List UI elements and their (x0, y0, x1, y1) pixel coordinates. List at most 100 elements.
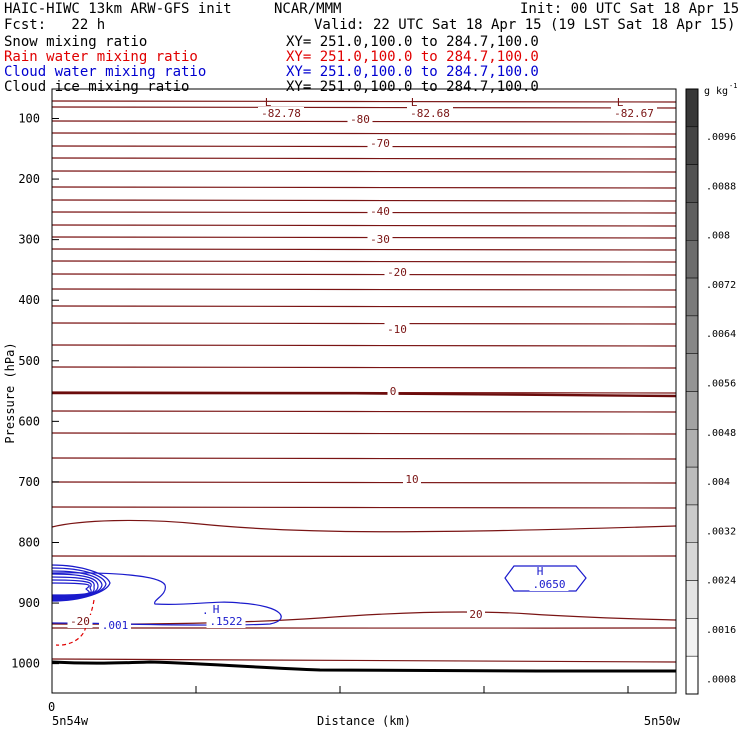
colorbar-tick-label: .0048 (706, 428, 736, 439)
isotherm-label-bg (387, 385, 399, 398)
isotherm-line (51, 506, 677, 509)
y-tick-label: 200 (18, 172, 40, 186)
xy-label-cloud-ice: XY= 251.0,100.0 to 284.7,100.0 (286, 79, 539, 95)
colorbar-cell (685, 618, 699, 657)
low-marker: L (411, 96, 418, 109)
isotherm-line (51, 224, 677, 227)
isotherm-line (51, 186, 677, 189)
colorbar-frame (685, 88, 699, 695)
xy-label-snow: XY= 251.0,100.0 to 284.7,100.0 (286, 34, 539, 50)
isotherm-label: -20 (70, 615, 90, 628)
isotherm-label-bg (67, 615, 93, 628)
cloud-max-value-bg (529, 578, 569, 591)
xy-label-rain: XY= 251.0,100.0 to 284.7,100.0 (286, 49, 539, 65)
isotherm-line (51, 273, 677, 276)
cloud-min-dot: . (202, 604, 209, 617)
isotherm-line (51, 100, 677, 103)
colorbar-cell (685, 202, 699, 241)
colorbar-cell (685, 391, 699, 430)
isotherm-line (51, 611, 677, 625)
low-value-label: -82.78 (261, 107, 301, 120)
chart-annotations: -80-70-40-30-20-1001020-20L-82.78L-82.68… (67, 96, 657, 632)
colorbar-unit: g kg (704, 86, 728, 97)
rain-water-label: .001 (102, 619, 129, 632)
isotherm-line (51, 432, 677, 435)
y-tick-label: 300 (18, 233, 40, 247)
isotherm-line (51, 366, 677, 369)
isotherm-line (51, 519, 677, 533)
colorbar-tick-label: .0096 (706, 132, 736, 143)
field-label-rain: Rain water mixing ratio (4, 49, 198, 65)
isotherm-line (51, 658, 677, 663)
y-tick-label: 900 (18, 596, 40, 610)
isotherm-line (51, 457, 677, 460)
isotherm-line (51, 236, 677, 239)
isotherm-line (51, 305, 677, 308)
isotherm-label: -30 (370, 233, 390, 246)
isotherm-label-bg (367, 205, 393, 218)
colorbar-cell (685, 429, 699, 468)
isotherm-line (51, 288, 677, 291)
colorbar-tick-label: .0088 (706, 181, 736, 192)
isotherm-line (51, 199, 677, 202)
y-tick-label: 1000 (11, 657, 40, 671)
ground-surface-line (51, 660, 677, 673)
isotherm-label: -70 (370, 137, 390, 150)
colorbar-cell (685, 504, 699, 543)
init-time: Init: 00 UTC Sat 18 Apr 15 (520, 1, 740, 17)
isotherm-label: 10 (405, 473, 418, 486)
isotherm-label: -40 (370, 205, 390, 218)
field-label-cloud-water: Cloud water mixing ratio (4, 64, 207, 80)
isotherm-line (51, 157, 677, 160)
x-axis (195, 686, 629, 693)
isotherm-label-bg (403, 473, 421, 486)
cloud-max-marker: H (537, 565, 544, 578)
isotherm-label: -80 (350, 113, 370, 126)
x-axis-label: Distance (km) (317, 714, 411, 728)
x-tick-label-0: 0 (48, 700, 55, 714)
y-tick-label: 100 (18, 112, 40, 126)
isotherm-label-bg (384, 323, 410, 336)
isotherm-label-bg (367, 137, 393, 150)
y-axis: 100 200 300 400 500 600 700 800 900 1000 (11, 112, 59, 671)
xy-label-cloud-water: XY= 251.0,100.0 to 284.7,100.0 (286, 64, 539, 80)
colorbar-cell (685, 88, 699, 128)
run-title: HAIC-HIWC 13km ARW-GFS init (4, 1, 232, 17)
low-marker: L (265, 96, 272, 109)
y-tick-label: 600 (18, 414, 40, 428)
y-tick-label: 700 (18, 475, 40, 489)
forecast-hour: Fcst: 22 h (4, 17, 106, 33)
y-axis-label: Pressure (hPa) (3, 342, 17, 443)
cloud-water-contour (51, 576, 95, 598)
colorbar-tick-label: .0016 (706, 625, 736, 636)
colorbar-cell (685, 240, 699, 279)
rain-water-label-bg (99, 619, 131, 632)
low-value-label: -82.67 (614, 107, 654, 120)
valid-time: Valid: 22 UTC Sat 18 Apr 15 (19 LST Sat … (314, 17, 736, 33)
isotherm-line (51, 344, 677, 347)
low-value-label-bg (407, 107, 453, 120)
isotherm-label: 0 (390, 385, 397, 398)
cloud-water-contour (51, 579, 92, 597)
y-tick-label: 500 (18, 354, 40, 368)
isotherm-line (51, 106, 677, 109)
colorbar-cell (685, 126, 699, 165)
org-label: NCAR/MMM (274, 1, 342, 17)
cloud-water-contour (51, 573, 99, 599)
isotherm-line (51, 410, 677, 413)
y-tick-label: 400 (18, 293, 40, 307)
colorbar-cell (685, 277, 699, 317)
low-value-label-bg (611, 107, 657, 120)
colorbar-tick-label: .004 (706, 477, 730, 488)
colorbar-cell (685, 315, 699, 354)
colorbar-tick-label: .0032 (706, 526, 736, 537)
colorbar-tick-label: .0064 (706, 329, 736, 340)
low-value-label-bg (258, 107, 304, 120)
cloud-max-value: .1522 (209, 615, 242, 628)
isotherm-line (51, 170, 677, 173)
isotherm-line (51, 145, 677, 148)
isotherm-line (51, 211, 677, 214)
isotherm-line (51, 322, 677, 325)
colorbar-unit-exponent: -1 (729, 82, 737, 90)
